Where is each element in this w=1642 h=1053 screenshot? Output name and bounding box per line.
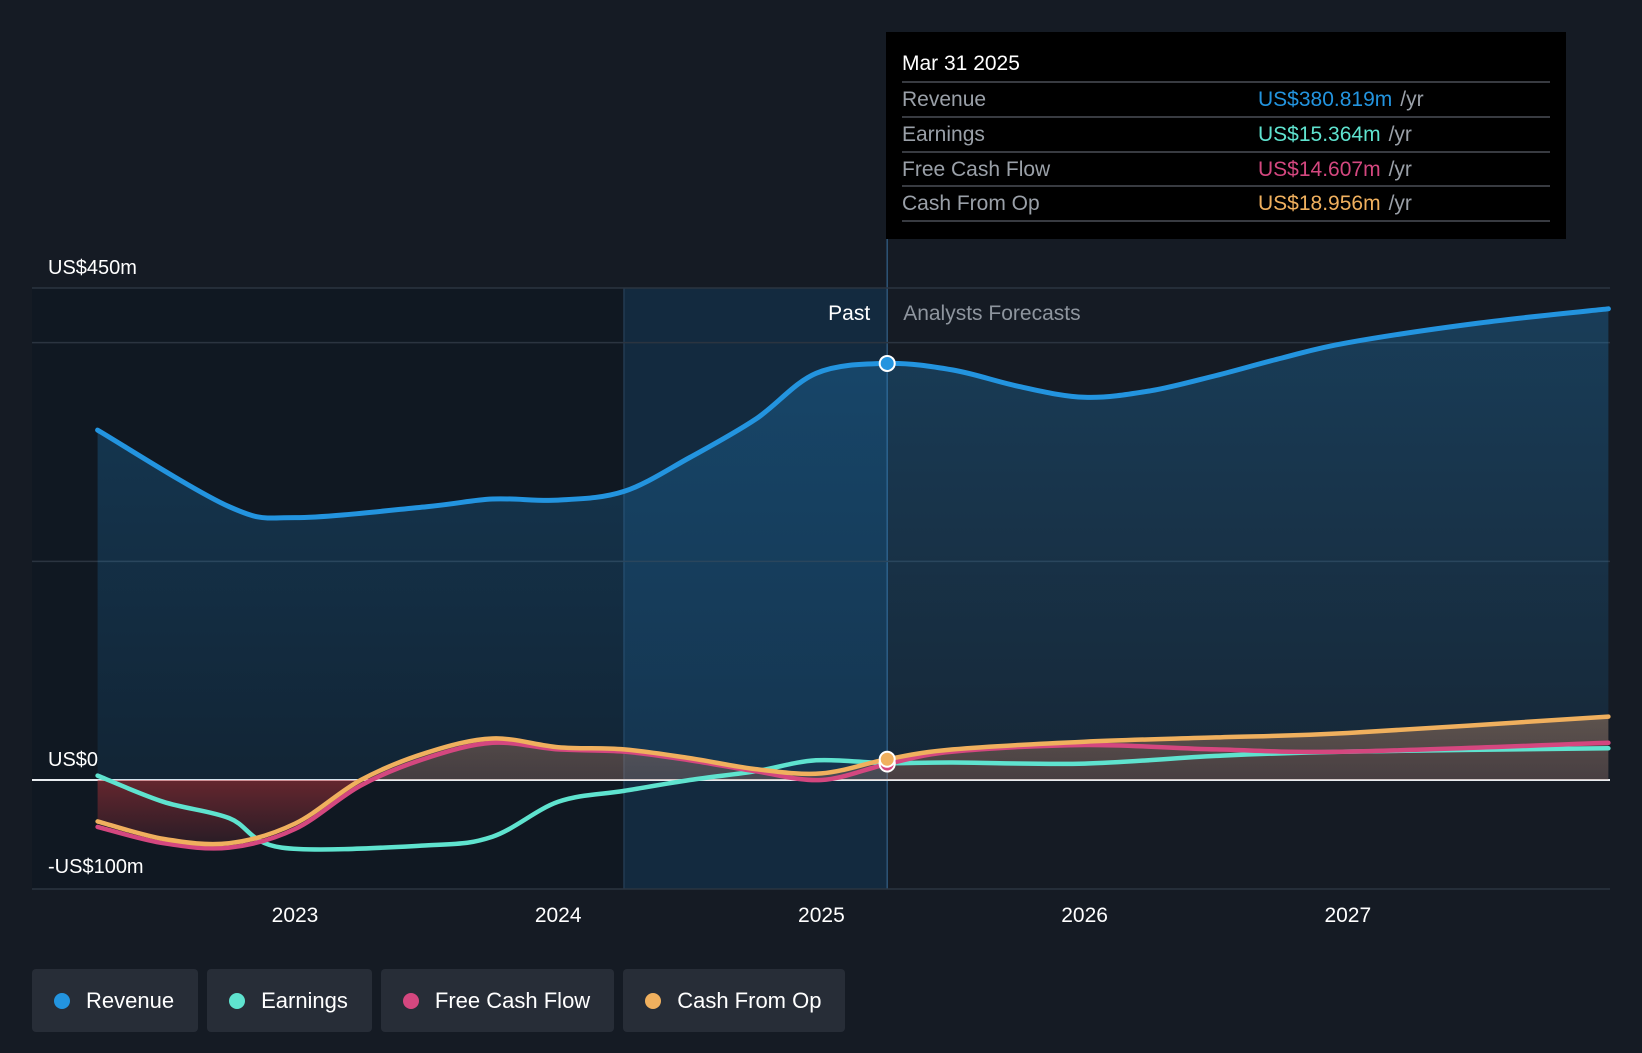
marker-revenue (878, 354, 896, 372)
series-line-revenue (95, 306, 1611, 521)
series-line-earnings (95, 746, 1611, 852)
legend-label: Revenue (86, 987, 175, 1013)
legend-label: Free Cash Flow (434, 987, 591, 1013)
legend-item-earnings[interactable]: Earnings (207, 969, 372, 1032)
tooltip-date: Mar 31 2025 (902, 52, 1020, 75)
past-label: Past (828, 302, 870, 325)
x-tick-label: 2024 (535, 904, 582, 927)
y-tick-label: -US$100m (48, 856, 144, 878)
x-tick-label: 2023 (272, 904, 319, 927)
legend-dot-icon (54, 992, 70, 1009)
tooltip-label: Revenue (902, 88, 986, 111)
x-tick-label: 2027 (1324, 904, 1371, 927)
tooltip-value: US$380.819m/yr (1258, 88, 1424, 111)
cash-positive-area (97, 716, 1609, 780)
revenue-area (97, 308, 1609, 780)
legend-item-free-cash-flow[interactable]: Free Cash Flow (380, 969, 615, 1032)
y-tick-label: US$0 (48, 749, 98, 771)
series-line-cash-from-op (95, 714, 1611, 847)
tooltip-label: Free Cash Flow (902, 158, 1051, 181)
x-tick-label: 2026 (1061, 904, 1108, 927)
legend-dot-icon (645, 992, 662, 1009)
legend-item-revenue[interactable]: Revenue (32, 969, 199, 1032)
tooltip-value: US$18.956m/yr (1258, 192, 1412, 215)
legend: Revenue Earnings Free Cash Flow Cash From O… (32, 969, 846, 1032)
forecast-label: Analysts Forecasts (903, 302, 1080, 325)
tooltip-label: Cash From Op (902, 192, 1040, 215)
legend-label: Earnings (261, 987, 348, 1013)
marker-cash-from-op (878, 750, 896, 768)
y-tick-label: US$450m (48, 257, 137, 279)
legend-item-cash-from-op[interactable]: Cash From Op (623, 969, 846, 1032)
x-tick-label: 2025 (798, 904, 845, 927)
tooltip-value: US$14.607m/yr (1258, 158, 1412, 181)
tooltip-label: Earnings (902, 123, 985, 146)
legend-dot-icon (402, 992, 419, 1009)
legend-label: Cash From Op (677, 987, 822, 1013)
legend-dot-icon (229, 992, 246, 1009)
tooltip-value: US$15.364m/yr (1258, 123, 1412, 146)
tooltip-box (886, 32, 1566, 239)
